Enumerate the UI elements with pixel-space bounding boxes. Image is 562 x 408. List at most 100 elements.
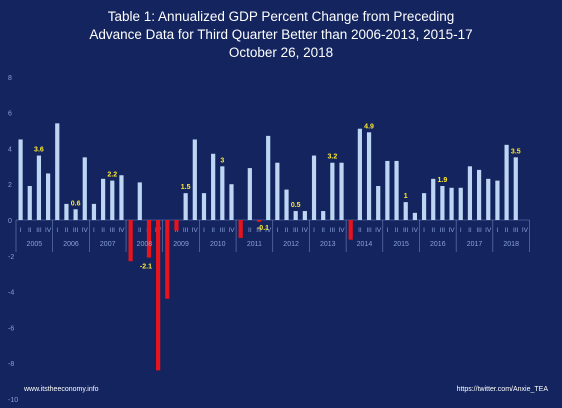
year-label: 2014 (357, 241, 373, 248)
y-tick-label: 0 (8, 218, 12, 225)
quarter-label: II (101, 227, 105, 234)
quarter-label: IV (485, 227, 492, 234)
data-label: -0.1 (257, 225, 269, 232)
y-tick-label: 2 (8, 182, 12, 189)
bar (486, 178, 491, 220)
bar (458, 187, 463, 220)
data-label: -2.1 (140, 264, 152, 271)
quarter-label: IV (338, 227, 345, 234)
year-label: 2005 (27, 241, 43, 248)
data-label: 1 (404, 193, 408, 200)
quarter-label: I (497, 227, 499, 234)
quarter-label: IV (192, 227, 199, 234)
bar (348, 220, 353, 240)
bar (366, 132, 372, 220)
bar (467, 166, 473, 220)
quarter-label: II (395, 227, 399, 234)
quarter-label: II (285, 227, 289, 234)
quarter-label: II (65, 227, 69, 234)
quarter-label: I (423, 227, 425, 234)
quarter-label: I (20, 227, 22, 234)
bar (302, 211, 307, 220)
bar (421, 193, 427, 220)
bar (476, 169, 482, 220)
data-label: 4.9 (364, 123, 374, 130)
bar (220, 166, 225, 220)
y-tick-label: -2 (8, 254, 14, 261)
quarter-label: II (248, 227, 252, 234)
year-label: 2011 (247, 241, 262, 248)
quarter-label: II (358, 227, 362, 234)
quarter-label: IV (375, 227, 382, 234)
year-label: 2013 (320, 241, 336, 248)
quarter-label: III (36, 227, 42, 234)
year-label: 2006 (63, 241, 79, 248)
quarter-label: IV (265, 227, 272, 234)
data-label: 3 (220, 157, 224, 164)
bar (385, 160, 390, 220)
quarter-label: II (211, 227, 215, 234)
y-tick-label: -6 (8, 325, 14, 332)
y-tick-label: -8 (8, 361, 14, 368)
year-label: 2010 (210, 241, 226, 248)
bar (431, 178, 436, 220)
bar (376, 185, 381, 220)
y-tick-label: 8 (8, 75, 12, 82)
bar (192, 139, 197, 220)
bar (36, 155, 42, 220)
quarter-label: II (505, 227, 509, 234)
data-label: 3.2 (327, 154, 337, 161)
bar (64, 203, 69, 220)
bar (440, 185, 445, 220)
quarter-label: III (256, 227, 262, 234)
bar (82, 157, 87, 220)
quarter-label: IV (522, 227, 529, 234)
bar (137, 182, 142, 220)
bar (165, 220, 170, 299)
quarter-label: I (313, 227, 315, 234)
bar (504, 144, 509, 220)
bar (513, 157, 518, 220)
bar (403, 202, 408, 220)
data-label: 0.6 (71, 200, 81, 207)
quarter-label: II (28, 227, 32, 234)
bar (256, 220, 262, 222)
quarter-label: III (293, 227, 299, 234)
quarter-label: II (138, 227, 142, 234)
quarter-label: I (203, 227, 205, 234)
footer-twitter: https://twitter.com/Anxie_TEA (456, 386, 548, 393)
year-label: 2015 (393, 241, 409, 248)
y-tick-label: -4 (8, 290, 14, 297)
bar (321, 211, 326, 220)
bar (330, 162, 335, 220)
quarter-label: I (93, 227, 95, 234)
data-label: 2.2 (107, 172, 117, 179)
year-label: 2008 (137, 241, 153, 248)
bar (247, 168, 252, 220)
quarter-label: I (460, 227, 462, 234)
quarter-label: IV (302, 227, 309, 234)
bar (266, 135, 271, 220)
bar (412, 212, 417, 220)
bar (55, 123, 60, 220)
quarter-label: III (440, 227, 446, 234)
data-label: 3.6 (34, 147, 44, 154)
bar (183, 193, 188, 220)
bar (174, 220, 179, 231)
bar (156, 220, 161, 371)
quarter-label: IV (228, 227, 235, 234)
bar (357, 128, 362, 220)
bar (311, 155, 317, 220)
year-label: 2009 (173, 241, 189, 248)
year-label: 2012 (283, 241, 299, 248)
quarter-label: III (366, 227, 372, 234)
quarter-label: III (220, 227, 226, 234)
bar (18, 139, 23, 220)
quarter-label: IV (412, 227, 419, 234)
data-label: 1.5 (181, 184, 191, 191)
bar (339, 162, 344, 220)
bar (275, 162, 280, 220)
bar (45, 173, 51, 220)
